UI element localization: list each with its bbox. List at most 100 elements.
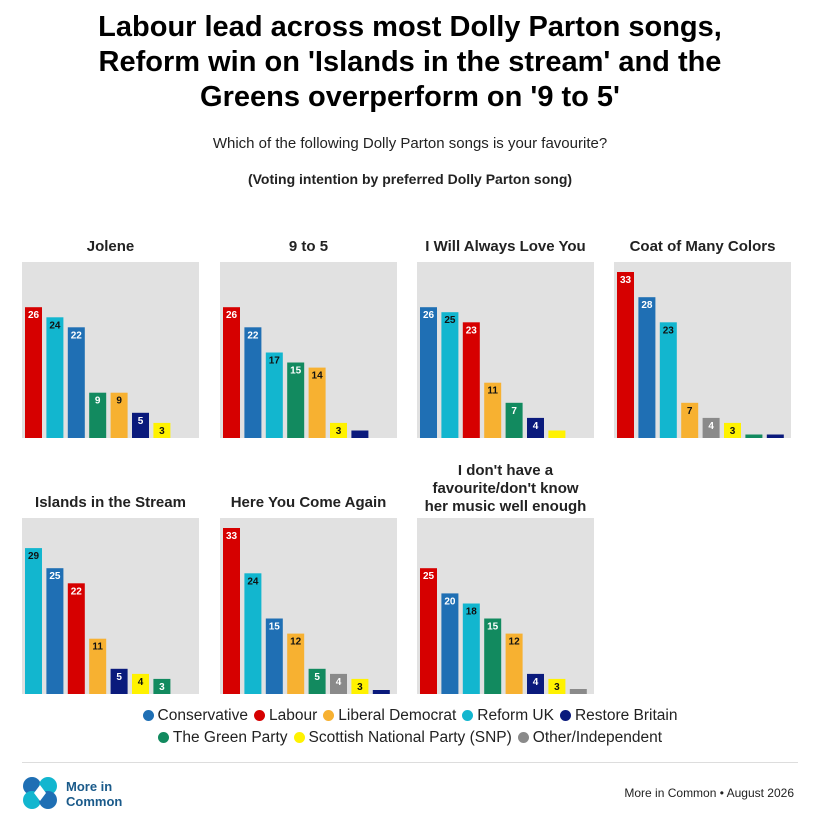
panel-title: 9 to 5 [288, 238, 329, 255]
bar-rb [527, 417, 544, 438]
bar-value-label: 23 [663, 325, 675, 336]
panel-title: Islands in the Stream [35, 494, 186, 511]
bar-value-label: 25 [444, 315, 456, 326]
bar-value-label: 22 [71, 586, 83, 597]
bar-rb [372, 690, 390, 694]
bar-ref [441, 312, 459, 438]
survey-question: Which of the following Dolly Parton song… [212, 135, 608, 152]
bar-snp [132, 673, 149, 694]
bar-lab [67, 583, 85, 694]
panel-title: I Will Always Love You [425, 238, 586, 255]
legend-dot-icon [323, 710, 335, 721]
bar-value-label: 23 [466, 325, 478, 336]
bar-con [638, 297, 656, 438]
bar-value-label: 33 [226, 531, 238, 542]
legend-label: The Green Party [172, 729, 288, 746]
legend-dot-icon [559, 710, 571, 721]
bar-value-label: 25 [423, 571, 435, 582]
bar-value-label: 9 [116, 396, 122, 407]
panel-title-line: favourite/don't know [432, 480, 579, 497]
bar-value-label: 15 [487, 622, 499, 633]
bar-ld [505, 633, 523, 694]
bar-value-label: 29 [28, 551, 40, 562]
panel-plot: 33 28 23 7 4 3 [614, 262, 791, 438]
bar-snp [330, 422, 347, 438]
bar-con [420, 307, 437, 438]
brand-line: More in [66, 779, 113, 794]
bar-value-label: 26 [226, 310, 238, 321]
bar-lab [223, 528, 240, 694]
brand-line: Common [66, 794, 123, 809]
legend-dot-icon [157, 732, 169, 743]
bar-grn [745, 434, 763, 438]
panel-title: I don't have a favourite/don't know her mu… [417, 462, 594, 516]
panel-plot: 29 25 22 11 5 4 3 [22, 518, 199, 694]
bar-ref [265, 352, 283, 438]
bar-value-label: 28 [641, 300, 653, 311]
bar-value-label: 12 [290, 637, 302, 648]
bar-value-label: 4 [138, 677, 144, 688]
divider [22, 762, 798, 763]
bar-con [265, 618, 283, 694]
bar-value-label: 4 [533, 421, 539, 432]
panel-title-line: her music well enough [424, 498, 587, 515]
bar-oth [569, 689, 587, 694]
panel-title: Jolene [86, 238, 135, 255]
legend-item-oth: Other/Independent [517, 727, 662, 749]
legend-item-rb: Restore Britain [559, 705, 678, 727]
bar-value-label: 33 [620, 275, 632, 286]
legend-dot-icon [462, 710, 474, 721]
chart-title: Labour lead across most Dolly Parton son… [0, 10, 820, 115]
bar-ld [110, 392, 128, 438]
bar-value-label: 15 [269, 622, 281, 633]
bar-value-label: 4 [336, 677, 342, 688]
brand-name: More in Common [66, 779, 122, 809]
bar-value-label: 7 [511, 406, 517, 417]
bar-value-label: 18 [466, 607, 478, 618]
bar-rb [110, 668, 128, 694]
legend: Conservative Labour Liberal Democrat Reform… [0, 705, 820, 749]
bar-value-label: 5 [138, 416, 144, 427]
bar-value-label: 3 [336, 426, 342, 437]
title-line: Reform win on 'Islands in the stream' an… [98, 46, 722, 78]
legend-item-lab: Labour [254, 705, 317, 727]
bar-grn [484, 618, 502, 694]
bar-con [67, 327, 85, 438]
bar-ld [681, 402, 699, 438]
bar-value-label: 24 [49, 320, 61, 331]
bar-snp [351, 678, 369, 694]
panel-title: Coat of Many Colors [629, 238, 776, 255]
legend-item-snp: Scottish National Party (SNP) [293, 727, 512, 749]
legend-label: Restore Britain [574, 707, 678, 724]
more-in-common-logo-icon [23, 777, 57, 809]
panel-plot: 26 25 23 11 7 4 [417, 262, 594, 438]
bar-value-label: 4 [533, 677, 539, 688]
legend-item-ld: Liberal Democrat [323, 705, 456, 727]
legend-label: Liberal Democrat [338, 707, 457, 724]
bar-value-label: 11 [92, 642, 103, 653]
chart-subtitle: (Voting intention by preferred Dolly Par… [247, 171, 573, 187]
bar-grn [153, 678, 171, 694]
bar-value-label: 4 [708, 421, 714, 432]
legend-label: Conservative [157, 707, 248, 724]
bar-value-label: 3 [554, 682, 560, 693]
legend-dot-icon [142, 710, 154, 721]
bar-value-label: 22 [247, 330, 259, 341]
bar-oth [330, 673, 347, 694]
legend-row: Conservative Labour Liberal Democrat Reform… [0, 705, 820, 727]
panel-plot: 25 20 18 15 12 4 3 [417, 518, 594, 694]
bar-ref [25, 548, 42, 694]
bar-value-label: 25 [49, 571, 61, 582]
bar-lab [462, 322, 480, 438]
bar-value-label: 26 [28, 310, 40, 321]
bar-rb [527, 673, 544, 694]
bar-ref [659, 322, 677, 438]
bar-ref [46, 317, 64, 438]
panel-title: Here You Come Again [230, 494, 387, 511]
bar-grn [308, 668, 326, 694]
bar-value-label: 14 [312, 371, 324, 382]
bar-value-label: 7 [687, 406, 693, 417]
title-line: Greens overperform on '9 to 5' [200, 81, 620, 113]
legend-label: Scottish National Party (SNP) [308, 729, 512, 746]
bar-ref [244, 573, 262, 694]
